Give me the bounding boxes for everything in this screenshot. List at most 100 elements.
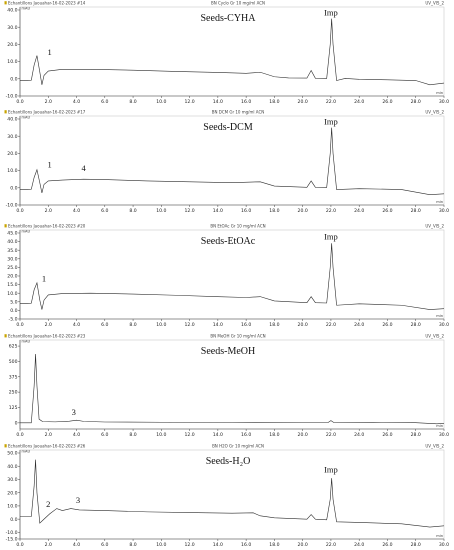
y-tick-label: 40.0 [7,117,17,123]
x-tick-label: 6.0 [101,542,108,548]
x-tick-label: 16.0 [241,208,251,214]
y-tick-label: 25.0 [7,265,17,271]
x-tick-label: 24.0 [354,99,364,105]
x-tick-label: 30.0 [439,322,449,328]
x-tick-label: 18.0 [269,208,279,214]
peak-label: 1 [42,274,46,284]
y-tick-label: -5.0 [9,317,18,323]
y-tick-label: -10.0 [6,203,18,209]
x-tick-label: 14.0 [213,99,223,105]
y-tick-label: 35.0 [7,248,17,254]
y-tick-label: 30.0 [7,25,17,31]
header-method: BN Cyclo Gr 10 mg/ml ACN [211,1,265,6]
y-tick-label: 0.0 [10,185,17,191]
chromatogram-trace [20,459,445,528]
y-tick-label: 40.0 [7,464,17,470]
header-channel: UV_VIS_2 [425,444,444,449]
header-marker [4,110,7,114]
y-tick-label: 0 [15,420,18,426]
x-tick-label: 22.0 [326,322,336,328]
x-tick-label: 26.0 [382,99,392,105]
y-tick-label: -10.0 [6,530,18,536]
chromatogram-panel-h2o: Echantillons Jaouahar-16-02-2023 #26 BN H… [4,443,452,549]
x-tick-label: 2.0 [45,99,52,105]
chromatogram-trace [19,127,445,195]
x-tick-label: 4.0 [73,322,80,328]
peak-label: Imp [324,464,338,474]
peak-label: 1 [48,47,52,57]
y-tick-label: 30.0 [7,477,17,483]
y-tick-label: -15.0 [6,537,18,543]
x-tick-label: 0.0 [16,99,23,105]
x-tick-label: 30.0 [439,99,449,105]
x-unit-label: min [436,91,443,95]
x-unit-label: min [436,200,443,204]
x-tick-label: 30.0 [439,432,449,438]
x-tick-label: 10.0 [156,208,166,214]
header-channel: UV_VIS_2 [425,224,444,229]
y-tick-label: 20.0 [7,42,17,48]
peak-label: 3 [72,407,76,417]
chromatogram-svg: Echantillons Jaouahar-16-02-2023 #17 BN D… [4,110,449,214]
y-unit-label: mAU [22,230,31,234]
panel-title: Seeds-CYHA [201,13,257,24]
peak-label: 1 [48,160,52,170]
y-tick-label: 0.0 [10,308,17,314]
x-tick-label: 6.0 [101,99,108,105]
header-marker [4,1,7,5]
header-channel: UV_VIS_2 [425,110,444,115]
chromatogram-panel-meoh: Echantillons Jaouahar-16-02-2023 #23 BN M… [4,333,452,439]
x-tick-label: 0.0 [16,542,23,548]
x-tick-label: 10.0 [156,432,166,438]
x-tick-label: 28.0 [411,208,421,214]
x-tick-label: 12.0 [184,322,194,328]
chromatogram-svg: Echantillons Jaouahar-16-02-2023 #14 BN C… [4,1,449,105]
x-tick-label: 8.0 [129,208,136,214]
header-sample-id: Echantillons Jaouahar-16-02-2023 #23 [8,334,86,339]
x-tick-label: 28.0 [411,99,421,105]
x-tick-label: 22.0 [326,432,336,438]
header-channel: UV_VIS_2 [425,334,444,339]
y-tick-label: 500 [9,359,18,365]
y-tick-label: 5.0 [10,299,17,305]
y-tick-label: 0.0 [10,517,17,523]
header-marker [4,444,7,448]
x-tick-label: 26.0 [382,432,392,438]
x-tick-label: 16.0 [241,99,251,105]
x-tick-label: 16.0 [241,542,251,548]
panel-title: Seeds-EtOAc [201,236,256,247]
x-tick-label: 28.0 [411,542,421,548]
x-tick-label: 30.0 [439,542,449,548]
x-tick-label: 18.0 [269,432,279,438]
chromatogram-panel-etoac: Echantillons Jaouahar-16-02-2023 #20 BN E… [4,223,452,329]
panel-title: Seeds-DCM [203,122,253,133]
x-tick-label: 2.0 [45,432,52,438]
peak-label: Imp [324,8,338,18]
x-tick-label: 10.0 [156,542,166,548]
y-tick-label: 625 [9,344,18,350]
x-tick-label: 30.0 [439,208,449,214]
chromatogram-trace [19,18,445,86]
y-tick-label: 10.0 [7,291,17,297]
x-tick-label: 14.0 [213,208,223,214]
x-tick-label: 2.0 [45,322,52,328]
y-tick-label: 40.0 [7,239,17,245]
x-tick-label: 12.0 [184,542,194,548]
x-tick-label: 26.0 [382,542,392,548]
x-tick-label: 18.0 [269,99,279,105]
y-tick-label: -10.0 [6,94,18,100]
x-tick-label: 26.0 [382,208,392,214]
x-tick-label: 8.0 [129,322,136,328]
x-tick-label: 2.0 [45,542,52,548]
x-tick-label: 2.0 [45,208,52,214]
header-method: BN EtOAc Gr 10 mg/ml ACN [210,224,265,229]
y-tick-label: 40.0 [7,8,17,14]
x-tick-label: 10.0 [156,99,166,105]
y-tick-label: 20.0 [7,490,17,496]
y-tick-label: 20.0 [7,274,17,280]
x-tick-label: 22.0 [326,542,336,548]
peak-label: Imp [324,117,338,127]
x-tick-label: 14.0 [213,322,223,328]
x-tick-label: 24.0 [354,208,364,214]
